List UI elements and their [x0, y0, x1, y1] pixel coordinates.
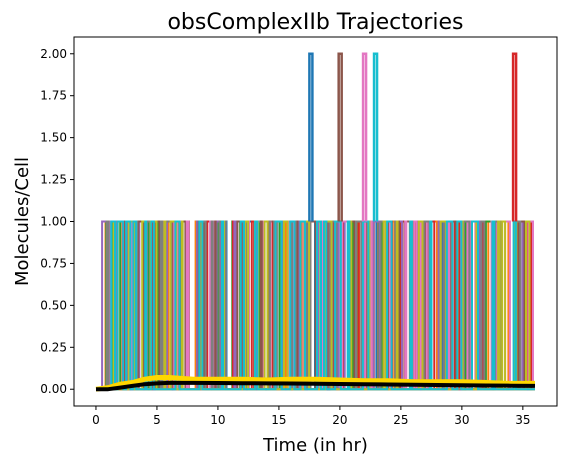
- x-tick-label: 15: [271, 413, 286, 427]
- y-tick-label: 0.50: [40, 298, 67, 312]
- x-tick-label: 30: [454, 413, 469, 427]
- y-tick-label: 1.25: [40, 173, 67, 187]
- y-tick-label: 2.00: [40, 47, 67, 61]
- y-tick-label: 0.25: [40, 340, 67, 354]
- x-axis-label: Time (in hr): [262, 435, 368, 456]
- x-axis: 0 5 10 15 20 25 30 35: [92, 406, 530, 427]
- plot-area: [95, 52, 536, 392]
- y-tick-label: 0.75: [40, 256, 67, 270]
- x-tick-label: 10: [210, 413, 225, 427]
- mean-series-line: [96, 380, 536, 392]
- x-tick-label: 0: [92, 413, 100, 427]
- y-tick-label: 1.50: [40, 131, 67, 145]
- trajectory-peak: [361, 52, 368, 222]
- trajectory-peak: [308, 52, 314, 222]
- trajectory-peak: [372, 52, 379, 222]
- x-tick-label: 20: [332, 413, 347, 427]
- trajectory-peak: [511, 52, 518, 222]
- mean-series-line: [95, 375, 535, 392]
- y-tick-label: 1.00: [40, 215, 67, 229]
- y-tick-label: 0.00: [40, 382, 67, 396]
- x-tick-label: 5: [153, 413, 161, 427]
- y-tick-label: 1.75: [40, 89, 67, 103]
- trajectory-peak: [337, 52, 343, 222]
- x-tick-label: 25: [393, 413, 408, 427]
- x-tick-label: 35: [515, 413, 530, 427]
- trajectory-series: [99, 220, 535, 391]
- y-axis-label: Molecules/Cell: [12, 157, 33, 286]
- chart-title: obsComplexIIb Trajectories: [167, 10, 463, 35]
- y-axis: 0.00 0.25 0.50 0.75 1.00 1.25 1.50 1.75 2.00: [40, 47, 74, 396]
